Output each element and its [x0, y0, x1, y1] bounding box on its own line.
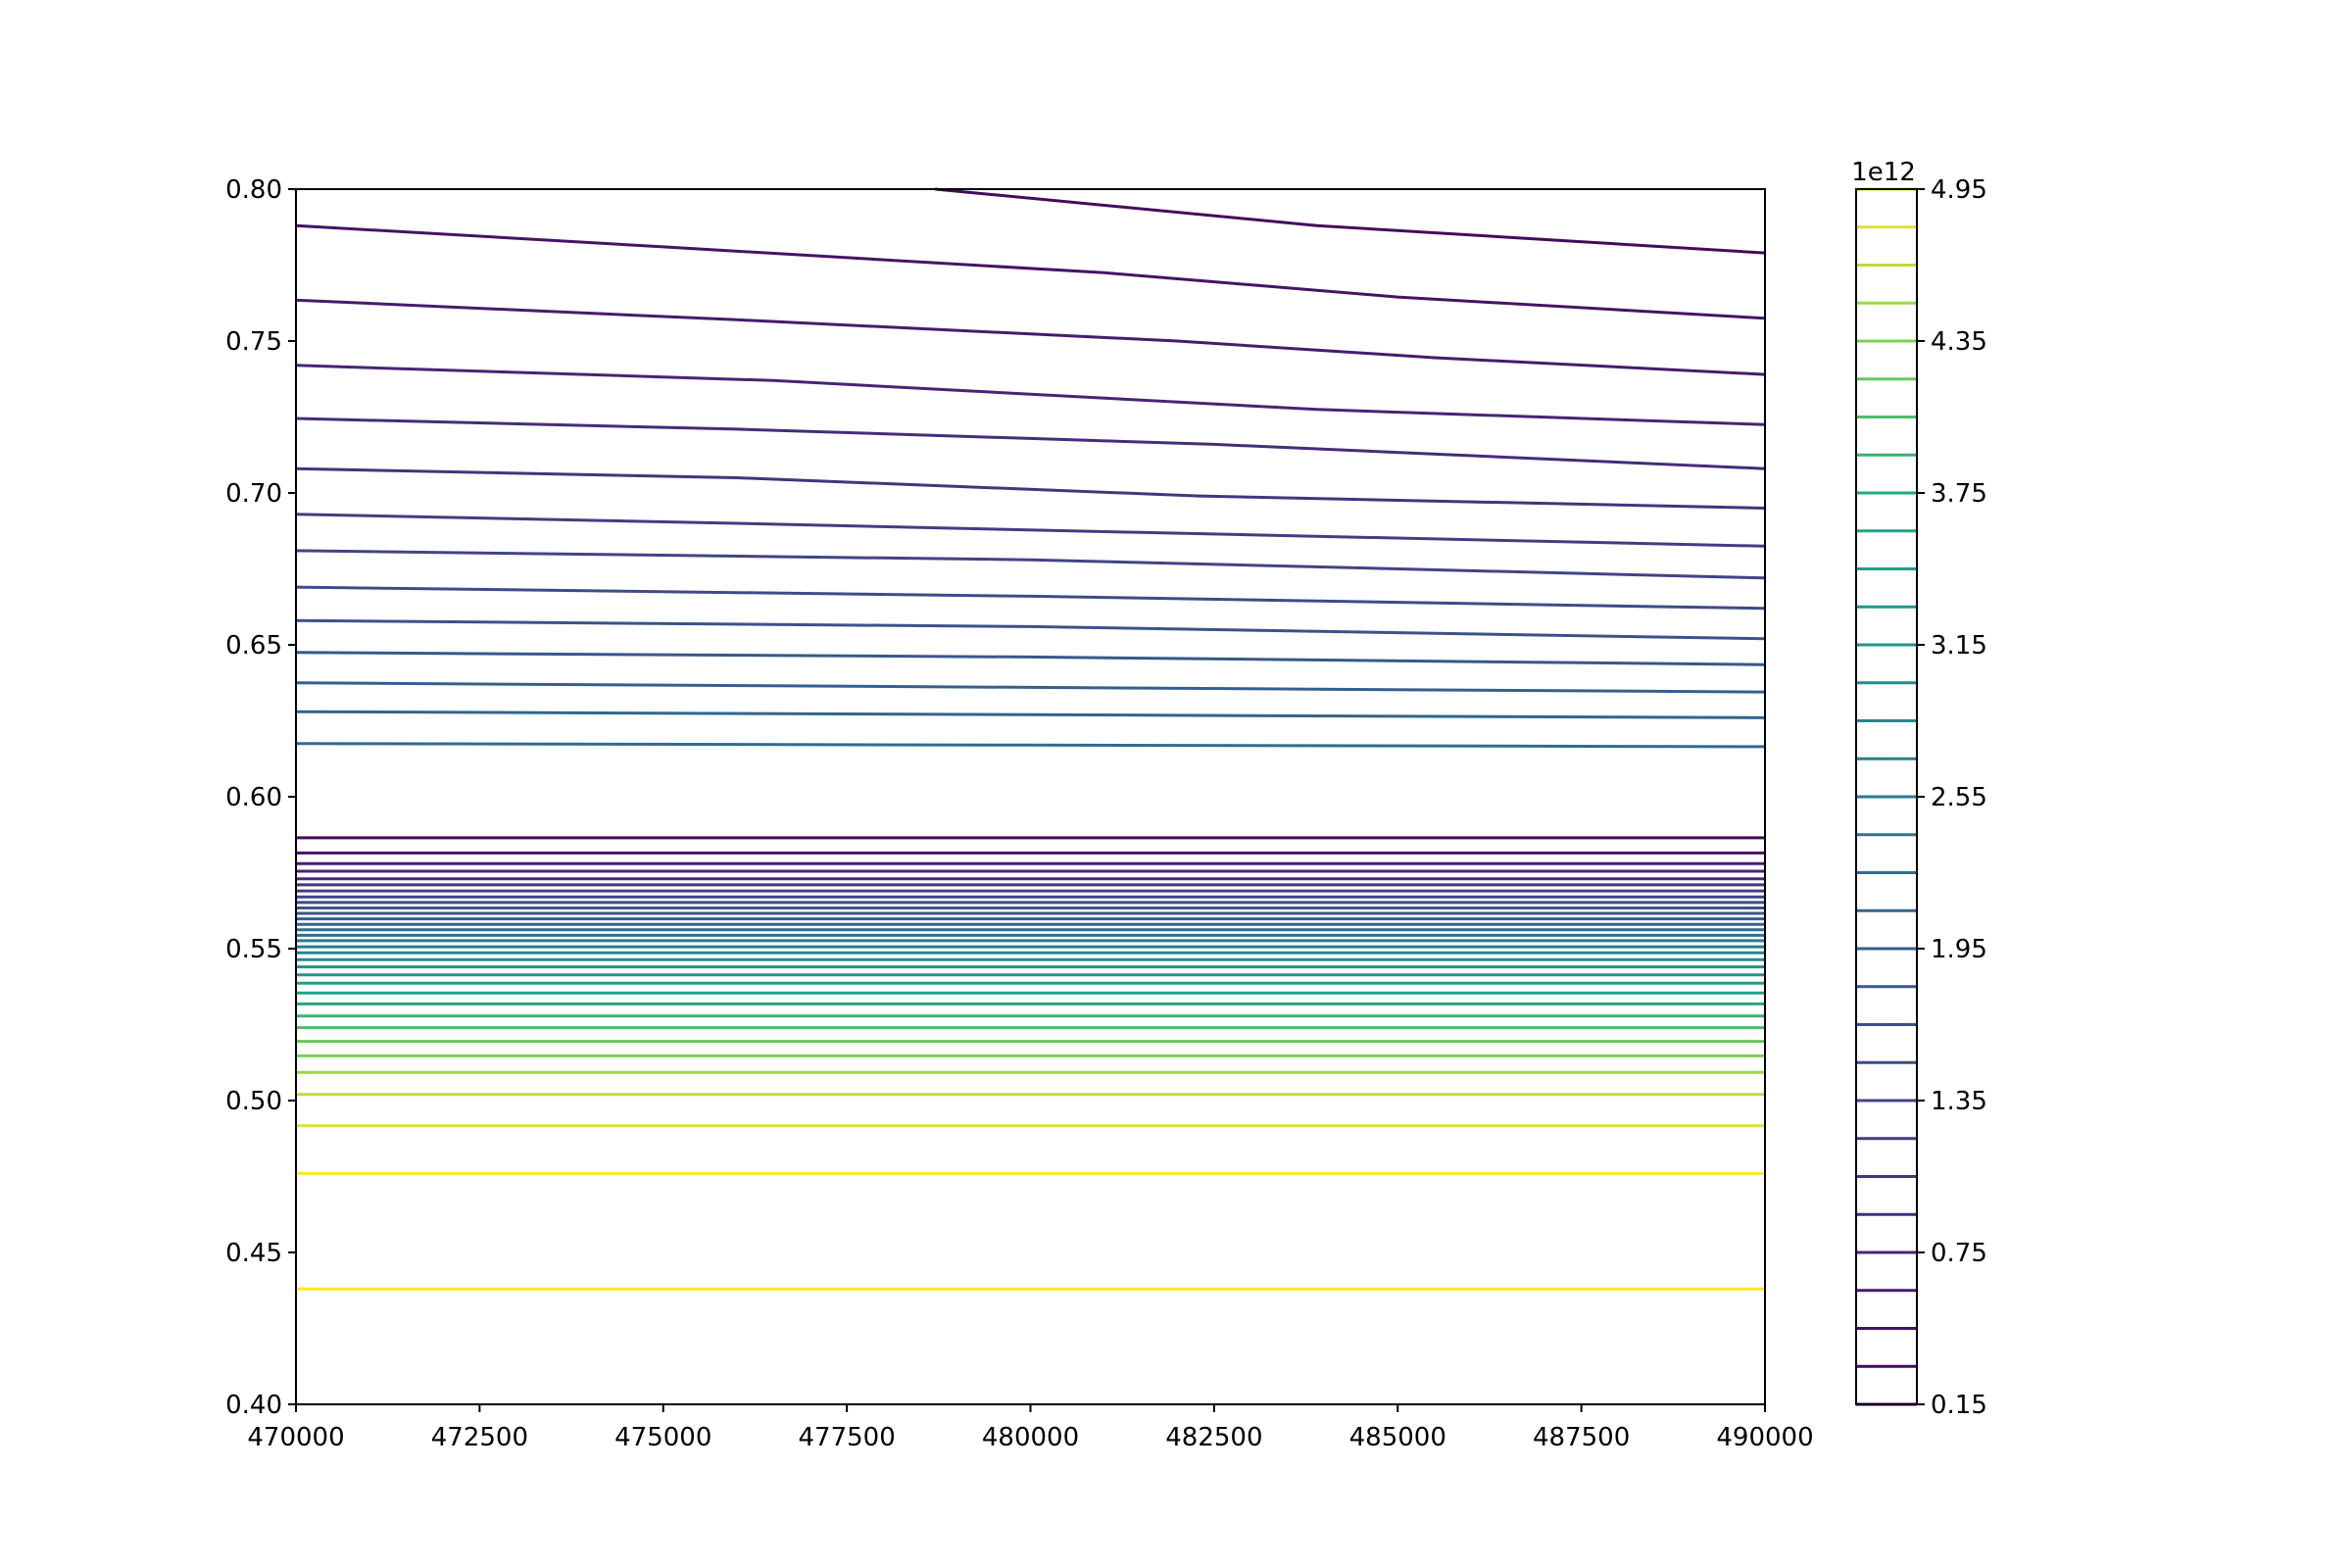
contour-line-upper-10: [295, 618, 1766, 641]
x-tick-label: 480000: [982, 1423, 1079, 1452]
contour-line-upper-11: [295, 651, 1766, 666]
y-axis: 0.40 0.45 0.50 0.55 0.60 0.65 0.70 0.75 0.80: [225, 175, 296, 1420]
y-tick-label: 0.55: [225, 935, 282, 964]
x-tick-label: 490000: [1716, 1423, 1813, 1452]
colorbar-ticks: 0.15 0.75 1.35 1.95 2.55 3.15 3.75 4.35 4.95: [1917, 175, 1987, 1420]
colorbar-tick-label: 3.75: [1931, 479, 1987, 509]
y-tick-label: 0.75: [225, 327, 282, 357]
y-tick-label: 0.70: [225, 479, 282, 509]
contour-line-upper-8: [295, 549, 1766, 580]
colorbar-tick-label: 1.95: [1931, 935, 1987, 964]
colorbar-tick-label: 0.75: [1931, 1239, 1987, 1268]
contour-line-upper-5: [295, 416, 1766, 470]
colorbar-tick-label: 2.55: [1931, 783, 1987, 812]
x-tick-label: 472500: [431, 1423, 528, 1452]
colorbar-multiplier-label: 1e12: [1851, 158, 1916, 187]
contour-line-upper-13: [295, 710, 1766, 719]
colorbar-tick-label: 0.15: [1931, 1391, 1987, 1420]
contour-line-upper-1: [934, 187, 1766, 255]
contour-line-upper-4: [295, 364, 1766, 426]
x-axis: 470000 472500 475000 477500 480000 482500 4850…: [247, 1404, 1814, 1452]
y-tick-label: 0.60: [225, 783, 282, 812]
colorbar-tick-label: 3.15: [1931, 631, 1987, 661]
x-tick-label: 482500: [1165, 1423, 1262, 1452]
x-tick-label: 477500: [798, 1423, 895, 1452]
contour-line-upper-9: [295, 585, 1766, 611]
y-tick-label: 0.40: [225, 1391, 282, 1420]
colorbar: 0.15 0.75 1.35 1.95 2.55 3.15 3.75 4.35 4.95 1e1…: [1851, 158, 1987, 1420]
contour-line-upper-12: [295, 681, 1766, 694]
x-tick-label: 470000: [247, 1423, 344, 1452]
contour-line-upper-14: [295, 742, 1766, 749]
contour-line-upper-6: [295, 466, 1766, 510]
colorbar-tick-label: 4.35: [1931, 327, 1987, 357]
x-tick-label: 487500: [1533, 1423, 1630, 1452]
contour-line-upper-7: [295, 513, 1766, 548]
contour-lines: [295, 187, 1766, 1291]
contour-line-upper-3: [295, 298, 1766, 376]
colorbar-lines: [1856, 187, 1917, 1406]
y-tick-label: 0.45: [225, 1239, 282, 1268]
x-tick-label: 475000: [614, 1423, 711, 1452]
y-tick-label: 0.80: [225, 175, 282, 205]
x-tick-label: 485000: [1349, 1423, 1446, 1452]
y-tick-label: 0.65: [225, 631, 282, 661]
y-tick-label: 0.50: [225, 1087, 282, 1116]
contour-line-upper-2: [295, 223, 1766, 320]
colorbar-tick-label: 1.35: [1931, 1087, 1987, 1116]
colorbar-tick-label: 4.95: [1931, 175, 1987, 205]
